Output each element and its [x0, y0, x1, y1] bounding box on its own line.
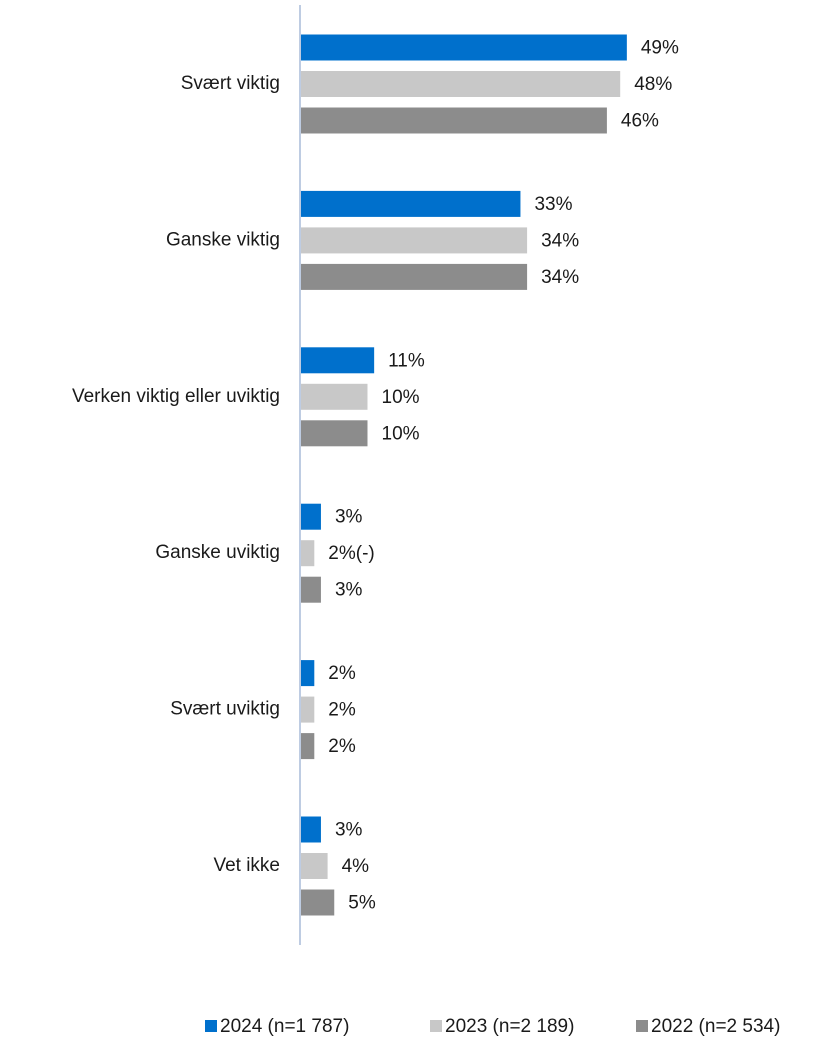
legend-label: 2023 (n=2 189) [445, 1016, 574, 1037]
legend-swatch [430, 1020, 442, 1032]
data-label: 4% [342, 856, 370, 877]
bar [301, 696, 315, 723]
data-label: 49% [641, 38, 679, 59]
bar [301, 420, 368, 447]
data-label: 5% [348, 893, 376, 914]
legend-label: 2022 (n=2 534) [651, 1016, 780, 1037]
data-label: 3% [335, 580, 363, 601]
category-label: Verken viktig eller uviktig [72, 386, 280, 407]
category-label: Svært uviktig [170, 699, 280, 720]
bar [301, 853, 328, 879]
legend-swatch [205, 1020, 217, 1032]
data-label: 2% [328, 736, 356, 757]
bar [301, 503, 321, 530]
data-label: 3% [335, 507, 363, 528]
data-label: 34% [541, 230, 579, 251]
bar [301, 71, 621, 97]
data-label: 34% [541, 267, 579, 288]
legend-label: 2024 (n=1 787) [220, 1016, 349, 1037]
bar [301, 576, 321, 603]
category-label: Svært viktig [181, 73, 280, 94]
data-label: 33% [534, 194, 572, 215]
bar [301, 733, 315, 760]
bar [301, 660, 315, 687]
bar [301, 190, 521, 217]
category-label: Ganske uviktig [155, 542, 280, 563]
bar [301, 816, 321, 843]
data-label: 46% [621, 111, 659, 132]
data-label: 2%(-) [328, 543, 374, 564]
bar [301, 347, 375, 374]
bar [301, 540, 315, 567]
data-label: 10% [382, 423, 420, 444]
data-label: 48% [634, 74, 672, 95]
bar [301, 227, 528, 254]
data-label: 11% [388, 350, 425, 371]
bar [301, 383, 368, 410]
bar [301, 107, 607, 134]
bar [301, 263, 528, 290]
legend-swatch [636, 1020, 648, 1032]
data-label: 2% [328, 663, 356, 684]
bar [301, 34, 627, 61]
data-label: 2% [328, 700, 356, 721]
bar [301, 889, 335, 916]
data-label: 10% [382, 387, 420, 408]
category-label: Vet ikke [213, 855, 280, 876]
data-label: 3% [335, 820, 363, 841]
category-label: Ganske viktig [166, 229, 280, 250]
